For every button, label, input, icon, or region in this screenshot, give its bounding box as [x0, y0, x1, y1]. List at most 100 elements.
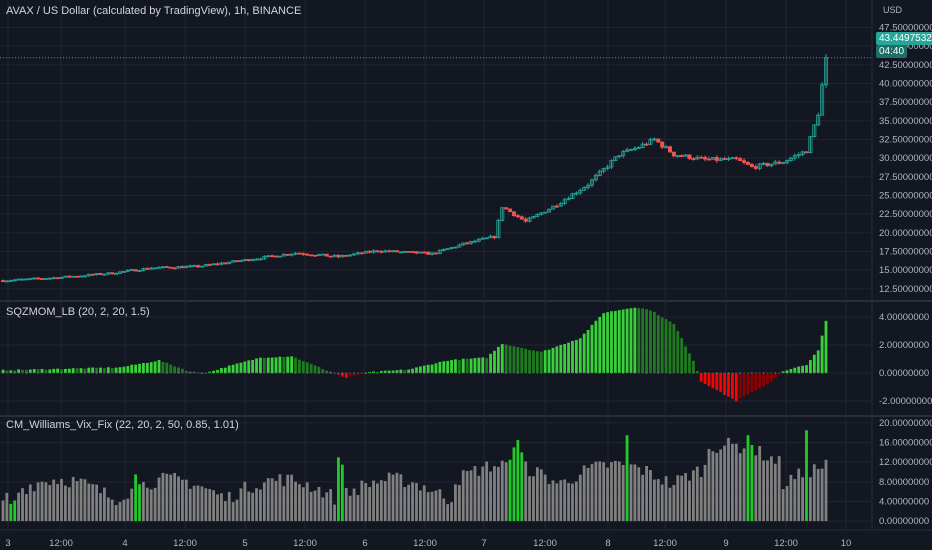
vix-bar: [173, 472, 177, 522]
candle-body: [605, 166, 610, 169]
momentum-bar: [231, 364, 235, 373]
squeeze-dot: [115, 372, 117, 374]
momentum-bar: [582, 333, 586, 373]
momentum-bar: [227, 365, 231, 373]
squeeze-dot: [801, 372, 804, 374]
vix-bar: [21, 488, 24, 522]
squeeze-dot: [626, 372, 628, 374]
momentum-bar: [259, 357, 262, 373]
momentum-bar: [707, 373, 711, 387]
vix-bar: [149, 489, 153, 522]
candle-body: [270, 255, 275, 258]
candle-body: [246, 259, 251, 262]
squeeze-dot: [228, 372, 230, 374]
squeeze-dot: [96, 372, 98, 374]
vix-bar: [286, 474, 290, 522]
squeeze-dot: [45, 372, 47, 374]
squeeze-dot: [509, 372, 511, 374]
vix-bar: [493, 466, 496, 522]
vix-bar: [325, 492, 329, 522]
squeeze-dot: [306, 372, 308, 374]
momentum-bar: [555, 346, 559, 373]
vix-bar: [680, 475, 684, 522]
momentum-bar: [637, 308, 641, 373]
momentum-bar: [161, 361, 165, 373]
squeeze-dot: [536, 372, 538, 374]
squeeze-dot: [21, 372, 24, 374]
vix-bar: [590, 464, 594, 522]
vix-bar: [812, 464, 816, 522]
squeeze-dot: [64, 372, 67, 374]
momentum-bar: [524, 348, 528, 373]
squeeze-dot: [267, 372, 269, 374]
vix-tick-label: 20.00000000: [879, 418, 932, 429]
momentum-bar: [337, 373, 340, 375]
candle-body: [492, 235, 497, 239]
vix-bar: [103, 487, 106, 522]
squeeze-dot: [419, 372, 421, 374]
squeeze-dot: [489, 372, 492, 374]
vix-bar: [793, 479, 797, 522]
momentum-bar: [676, 331, 680, 373]
candle-body: [687, 154, 692, 160]
squeeze-dot: [369, 372, 371, 374]
squeeze-dot: [380, 372, 382, 374]
candle-body: [504, 207, 509, 210]
candle-body: [418, 251, 423, 254]
momentum-bar: [715, 373, 719, 391]
momentum-bar: [426, 364, 430, 373]
squeeze-dot: [470, 372, 472, 374]
candle-body: [172, 267, 177, 270]
squeeze-dot: [408, 372, 410, 374]
vix-bar: [606, 467, 609, 522]
candle-body: [94, 273, 99, 276]
candle-body: [675, 155, 680, 157]
squeeze-dot: [349, 372, 351, 374]
vix-bar: [196, 485, 200, 522]
momentum-bar: [789, 369, 793, 373]
vix-bar: [122, 499, 126, 522]
candle-body: [617, 155, 622, 158]
squeeze-dot: [517, 372, 519, 374]
squeeze-dot: [751, 372, 753, 374]
vix-bar: [633, 464, 637, 522]
candle-body: [328, 255, 333, 258]
vix-bar: [298, 484, 301, 522]
vix-bar: [574, 481, 578, 522]
squeeze-dot: [345, 372, 347, 374]
candle-body: [51, 277, 56, 280]
vix-bar: [789, 474, 793, 522]
vix-bar: [282, 486, 286, 522]
vix-bar: [715, 452, 719, 522]
candle-body: [792, 155, 797, 159]
squeeze-dot: [25, 372, 28, 374]
candle-body: [710, 157, 715, 160]
squeeze-dot: [310, 372, 312, 374]
momentum-bar: [340, 373, 344, 377]
vix-bar: [36, 482, 40, 522]
candle-body: [203, 264, 208, 267]
momentum-bar: [797, 366, 801, 373]
vix-bar: [227, 491, 231, 522]
momentum-bar: [660, 317, 664, 373]
vix-bar: [750, 445, 754, 522]
squeeze-dot: [645, 372, 648, 374]
vix-bar: [508, 459, 512, 522]
squeeze-dot: [60, 372, 63, 374]
momentum-bar: [36, 369, 40, 373]
momentum-bar: [559, 344, 563, 373]
momentum-bar: [321, 369, 325, 373]
momentum-bar: [543, 350, 547, 373]
price-tick-label: 35.00000000: [879, 116, 932, 127]
vix-bar: [652, 479, 656, 522]
price-tick-label: 17.50000000: [879, 246, 932, 257]
squeeze-dot: [411, 372, 414, 374]
candle-body: [632, 147, 637, 151]
momentum-bar: [9, 370, 13, 373]
vix-bar: [91, 484, 95, 522]
momentum-bar: [516, 347, 520, 373]
vix-bar: [83, 479, 87, 522]
vix-bar: [734, 443, 738, 522]
